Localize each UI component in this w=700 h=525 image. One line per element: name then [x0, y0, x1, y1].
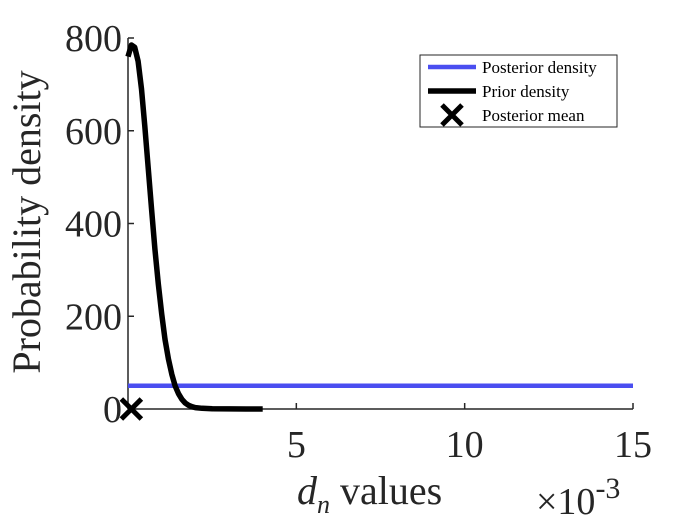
legend-label: Posterior mean: [482, 106, 585, 125]
y-tick-label: 400: [65, 204, 122, 246]
posterior-mean-marker: [119, 397, 144, 421]
legend-entry-prior-density: Prior density: [428, 82, 570, 101]
legend-entry-posterior-density: Posterior density: [428, 58, 597, 77]
x-multiplier: ×10-3: [536, 472, 620, 523]
legend-entry-posterior-mean: Posterior mean: [440, 103, 585, 127]
y-tick-label: 0: [103, 389, 122, 431]
legend: Posterior density Prior density Posterior …: [419, 54, 618, 128]
x-tick-label: 5: [287, 424, 306, 466]
y-axis-title: Probability density: [4, 70, 49, 373]
legend-swatch: [440, 103, 464, 127]
legend-label: Prior density: [482, 82, 570, 101]
axis-ticks: 5 10 15 0 200 400 600 800: [65, 18, 652, 466]
y-tick-label: 800: [65, 18, 122, 60]
legend-label: Posterior density: [482, 58, 597, 77]
prior-density-line: [125, 42, 263, 412]
x-tick-label: 15: [614, 424, 652, 466]
y-tick-label: 200: [65, 296, 122, 338]
plot-area: 5 10 15 0 200 400 600 800: [65, 18, 652, 466]
x-axis-title: dn values: [297, 468, 442, 519]
series-layer: [119, 42, 633, 421]
y-tick-label: 600: [65, 111, 122, 153]
x-tick-label: 10: [446, 424, 484, 466]
